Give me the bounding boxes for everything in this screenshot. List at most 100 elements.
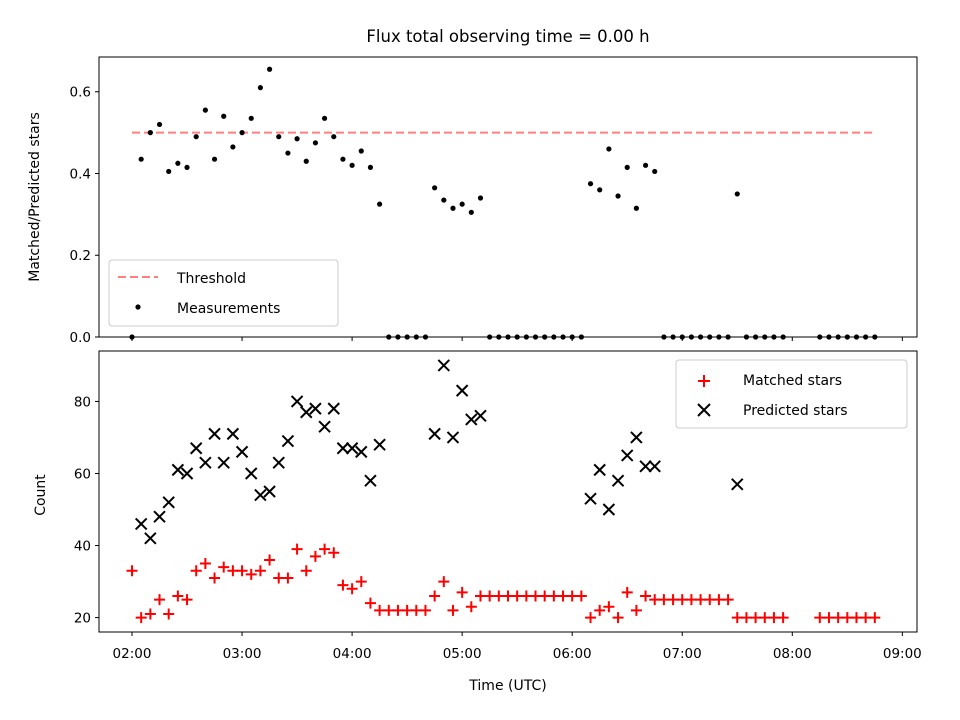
top-legend: Threshold Measurements [108,259,339,327]
x-tick-label: 02:00 [113,646,152,662]
top-y-axis-label: Matched/Predicted stars [27,112,43,282]
measurement-point [688,334,695,340]
predicted-star-point [208,427,221,441]
bottom-y-axis-label: Count [33,474,49,516]
measurement-point [606,146,612,152]
measurement-point [202,107,208,113]
matched-star-point [319,543,331,555]
predicted-star-point [199,456,212,469]
predicted-star-point [602,503,616,516]
bottom-y-tick-label: 60 [74,466,91,482]
measurement-point [377,201,383,207]
matched-star-point [566,590,578,602]
measurement-point [477,195,484,201]
bottom-axes-frame [98,350,918,633]
measurement-point [147,130,153,136]
matched-star-point [126,565,138,577]
predicted-star-point [162,496,175,509]
matched-star-point [603,601,615,613]
matched-star-point [832,612,844,624]
measurement-point [771,334,777,340]
matched-star-point [759,612,771,624]
matched-star-point [484,590,496,602]
x-tick-label: 08:00 [773,646,812,662]
measurement-point [578,334,584,340]
measurement-point [340,156,346,162]
measurement-point [266,66,273,72]
measurement-point [349,162,355,168]
x-tick-label: 04:00 [333,646,372,662]
matched-star-point [722,594,734,606]
predicted-star-point [300,406,313,419]
measurement-point [432,185,438,191]
predicted-star-point [226,427,240,441]
matched-star-point [355,576,367,588]
matched-star-point [777,612,789,624]
measurement-point [129,334,135,340]
matched-star-point [392,604,404,616]
bottom-y-tick-label: 20 [74,611,91,627]
predicted-star-point [180,467,194,480]
bottom-panel: Count Time (UTC) 20 40 60 80 02:00 03:00 04:00… [33,350,922,694]
measurement-point [193,134,199,140]
matched-star-point [695,594,707,606]
matched-star-point [346,583,358,595]
matched-star-point [410,604,422,616]
predicted-star-point [235,445,249,459]
predicted-star-point [281,434,295,448]
measurement-point [615,193,621,199]
matched-star-point [300,565,312,577]
matched-star-point [447,604,459,616]
measurement-point [716,334,722,340]
matched-star-point [474,590,486,602]
matched-star-point [374,604,386,616]
legend-predicted-label: Predicted stars [743,403,848,419]
measurement-point [652,168,658,175]
predicted-star-point [584,492,597,505]
predicted-star-point [263,485,276,498]
bottom-y-tick-label: 80 [74,394,91,410]
matched-star-point [190,565,202,577]
top-legend-box [108,259,339,327]
predicted-star-point [309,402,322,415]
legend-predicted-swatch [697,403,711,417]
matched-star-point [658,594,670,606]
measurement-point [514,334,520,340]
measurement-point [367,164,374,170]
matched-star-point [337,579,349,591]
measurement-point [734,191,740,197]
matched-star-point [364,597,376,609]
predicted-star-point [364,474,377,487]
measurement-point [725,334,731,340]
matched-star-point [282,572,294,584]
x-tick-label: 05:00 [443,646,482,662]
predicted-star-point [428,427,441,441]
measurement-point [560,334,566,340]
matched-star-point [667,594,679,606]
measurement-point [294,136,300,142]
matched-star-point [841,612,853,624]
matched-star-point [401,604,413,616]
bottom-legend: Matched stars Predicted stars [675,359,908,429]
matched-star-point [309,550,321,562]
bottom-y-tick-label: 40 [74,539,91,555]
matched-star-point [291,543,303,555]
predicted-star-point [639,460,652,473]
measurement-point [248,115,254,121]
predicted-star-point [245,467,258,480]
legend-matched-swatch [698,375,710,387]
matched-star-point [181,594,193,606]
matched-star-point [465,601,477,613]
measurement-point [642,162,649,168]
measurement-point [569,334,575,340]
predicted-star-point [373,438,386,451]
x-tick-label: 03:00 [223,646,262,662]
matched-star-point [218,561,230,573]
predicted-star-point [345,442,359,455]
measurement-point [450,205,456,211]
matched-star-point [254,565,266,577]
matched-star-point [704,594,716,606]
measurement-point [762,334,768,340]
predicted-star-point [630,431,643,444]
matched-star-point [649,594,661,606]
